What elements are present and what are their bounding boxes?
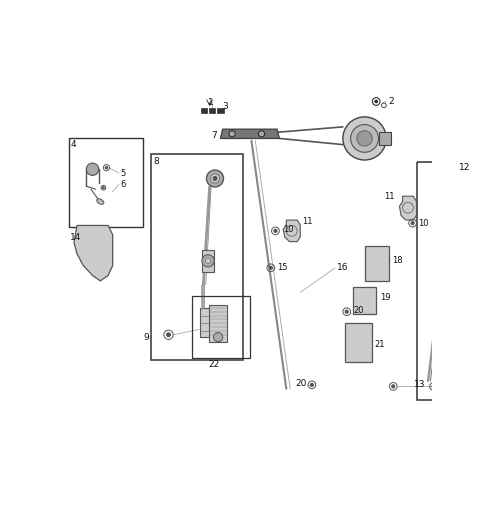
Circle shape xyxy=(102,187,104,188)
Bar xyxy=(69,138,143,227)
Polygon shape xyxy=(220,129,279,138)
Polygon shape xyxy=(399,196,417,220)
Text: 20: 20 xyxy=(353,306,363,315)
Circle shape xyxy=(205,258,211,264)
Circle shape xyxy=(202,254,214,267)
Polygon shape xyxy=(217,109,224,113)
Text: 16: 16 xyxy=(337,263,349,272)
Circle shape xyxy=(86,163,99,176)
Circle shape xyxy=(311,383,313,387)
Text: 11: 11 xyxy=(302,217,313,226)
Text: 12: 12 xyxy=(459,163,470,172)
Circle shape xyxy=(392,385,395,388)
Circle shape xyxy=(453,181,457,185)
Ellipse shape xyxy=(97,199,104,204)
Bar xyxy=(417,162,480,400)
Bar xyxy=(200,308,216,337)
Bar xyxy=(209,305,228,342)
Text: 14: 14 xyxy=(70,232,82,242)
Circle shape xyxy=(274,229,277,232)
Polygon shape xyxy=(209,109,215,113)
Circle shape xyxy=(343,117,386,160)
Text: 10: 10 xyxy=(418,219,429,228)
Text: 3: 3 xyxy=(223,101,228,111)
Bar xyxy=(353,287,376,314)
Circle shape xyxy=(350,124,379,152)
Circle shape xyxy=(375,100,378,103)
Bar xyxy=(152,154,243,360)
Circle shape xyxy=(167,333,170,337)
Text: 5: 5 xyxy=(120,168,126,178)
Text: 6: 6 xyxy=(120,180,126,189)
Circle shape xyxy=(206,170,224,187)
Text: 18: 18 xyxy=(392,255,402,265)
Circle shape xyxy=(105,166,108,169)
Circle shape xyxy=(345,310,348,313)
Circle shape xyxy=(258,131,264,137)
Text: 19: 19 xyxy=(380,293,391,302)
Text: 13: 13 xyxy=(414,380,426,389)
Text: 9: 9 xyxy=(144,333,149,342)
Text: 20: 20 xyxy=(295,379,306,388)
Text: 4: 4 xyxy=(71,140,76,149)
Circle shape xyxy=(450,178,461,188)
Circle shape xyxy=(213,177,217,180)
Polygon shape xyxy=(201,109,207,113)
Bar xyxy=(192,296,250,358)
Text: 22: 22 xyxy=(209,359,220,369)
Text: 2: 2 xyxy=(389,97,394,106)
Circle shape xyxy=(229,131,235,137)
Circle shape xyxy=(214,332,223,342)
Bar xyxy=(365,246,389,281)
Text: 7: 7 xyxy=(211,131,216,140)
Bar xyxy=(345,323,372,362)
Circle shape xyxy=(357,131,372,146)
Circle shape xyxy=(411,222,414,225)
Text: 11: 11 xyxy=(384,191,395,201)
Bar xyxy=(202,250,214,272)
Polygon shape xyxy=(74,225,113,281)
Circle shape xyxy=(269,266,272,269)
Text: 1: 1 xyxy=(208,98,214,106)
Text: 8: 8 xyxy=(153,157,159,166)
Polygon shape xyxy=(283,220,300,242)
Text: 21: 21 xyxy=(375,340,385,349)
Circle shape xyxy=(445,173,465,193)
Circle shape xyxy=(210,174,220,183)
Text: 10: 10 xyxy=(283,225,294,234)
Circle shape xyxy=(432,385,435,388)
Bar xyxy=(379,132,391,144)
Text: 15: 15 xyxy=(277,263,288,271)
